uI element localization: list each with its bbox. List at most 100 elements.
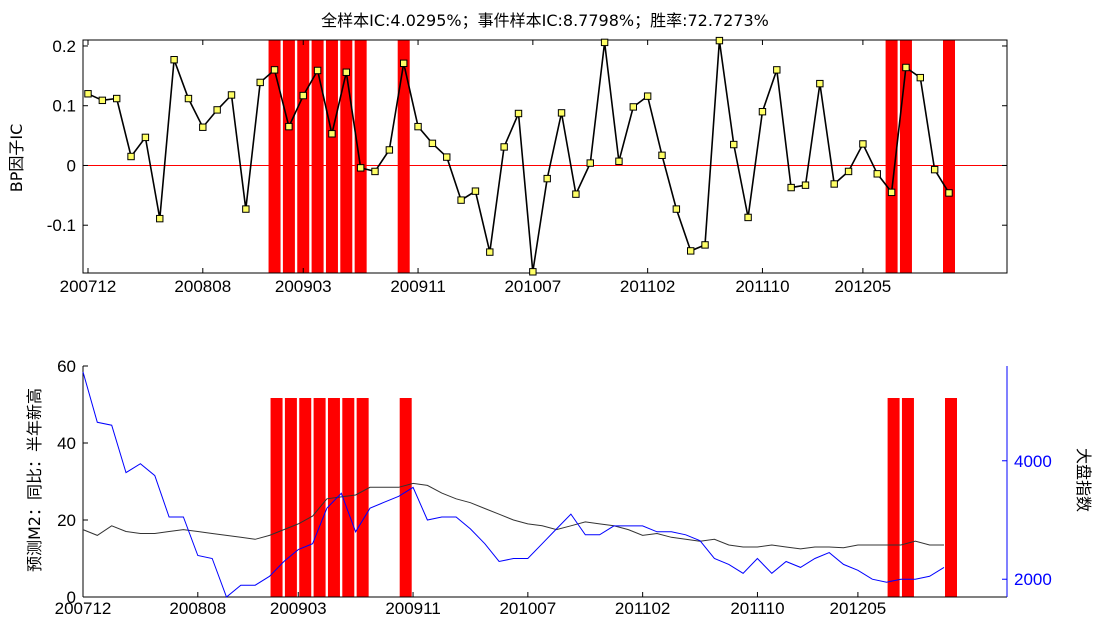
y-tick-label: 20 <box>57 511 76 530</box>
x-tick-label: 200903 <box>270 599 327 618</box>
highlight-bar <box>399 398 412 597</box>
x-tick-label: 201110 <box>730 599 784 618</box>
y-tick-label: 40 <box>57 434 76 453</box>
highlight-bar <box>311 40 324 273</box>
data-point <box>256 78 264 87</box>
data-point <box>916 73 924 82</box>
data-point <box>457 196 465 204</box>
data-point <box>414 122 422 131</box>
highlight-bar <box>943 40 955 273</box>
highlight-bar <box>354 40 367 273</box>
event-highlight-bars <box>270 398 957 597</box>
highlight-bar <box>325 40 338 273</box>
data-point <box>328 130 336 138</box>
data-point <box>930 165 939 174</box>
data-point <box>730 140 738 149</box>
x-tick-label: 201205 <box>830 599 887 618</box>
x-tick-label: 201102 <box>615 599 670 618</box>
data-point <box>873 170 881 178</box>
data-point <box>615 157 623 165</box>
highlight-bar <box>340 40 353 273</box>
x-tick-label: 200903 <box>275 277 332 296</box>
highlight-bar <box>270 398 283 597</box>
m2-y-ticks: 0 20 40 60 <box>57 357 88 607</box>
data-point <box>184 94 193 103</box>
data-point <box>199 123 207 131</box>
data-point <box>84 90 92 98</box>
data-point <box>371 167 379 176</box>
data-point <box>113 94 121 103</box>
x-tick-label: 201110 <box>735 277 789 296</box>
highlight-bar <box>397 40 410 273</box>
y-tick-label: 60 <box>57 357 76 376</box>
y-tick-label: -0.1 <box>47 216 76 235</box>
x-tick-label: 200911 <box>385 599 440 618</box>
data-point <box>98 96 107 105</box>
highlight-bar <box>899 40 912 273</box>
data-point <box>342 68 351 76</box>
highlight-bar <box>342 398 355 597</box>
data-point <box>156 214 164 223</box>
x-tick-label: 200712 <box>60 277 117 296</box>
ic-chart: -0.1 0 0.1 0.2 200712 200808 200903 200911 2010… <box>7 36 1008 296</box>
x-tick-label: 200911 <box>390 277 445 296</box>
y2-tick-label: 4000 <box>1014 452 1052 471</box>
highlight-bar <box>297 40 310 273</box>
data-point <box>428 139 437 148</box>
highlight-bar <box>299 398 312 597</box>
data-point <box>242 205 250 213</box>
data-point <box>887 188 896 197</box>
data-point <box>500 143 508 151</box>
ic-plot-frame <box>82 39 1008 274</box>
ic-y-axis-label: BP因子IC <box>7 124 26 193</box>
data-point <box>299 91 307 100</box>
m2-index-chart: 0 20 40 60 2000 4000 200712 200808 200903 20091… <box>25 357 1093 618</box>
data-point <box>557 109 566 117</box>
data-point <box>600 38 609 47</box>
highlight-bar <box>901 398 914 597</box>
data-point <box>285 122 293 131</box>
data-point <box>945 189 953 197</box>
highlight-bar <box>313 398 326 597</box>
y-tick-label: 0 <box>67 588 76 607</box>
y2-tick-label: 2000 <box>1014 570 1052 589</box>
m2-x-ticks: 200712 200808 200903 200911 201007 201102 2011… <box>55 592 887 618</box>
data-point <box>514 109 523 118</box>
chart-title: 全样本IC:4.0295%；事件样本IC:8.7798%；胜率:72.7273% <box>321 11 769 30</box>
x-tick-label: 201007 <box>499 599 556 618</box>
data-point <box>687 247 695 255</box>
data-point <box>744 213 752 222</box>
data-point <box>701 241 709 249</box>
highlight-bar <box>268 40 281 273</box>
highlight-bar <box>887 398 900 597</box>
ic-series-points <box>84 36 953 276</box>
data-point <box>658 151 666 160</box>
data-point <box>801 181 810 189</box>
highlight-bar <box>945 398 957 597</box>
y-tick-label: 0.1 <box>52 97 76 116</box>
data-point <box>227 91 236 99</box>
data-point <box>629 103 637 111</box>
data-point <box>543 174 551 183</box>
data-point <box>141 133 150 142</box>
data-point <box>356 164 365 172</box>
m2-yoy-series-line <box>82 482 944 550</box>
highlight-bar <box>284 398 297 597</box>
x-tick-label: 200712 <box>55 599 112 618</box>
data-point <box>313 66 322 75</box>
data-point <box>643 92 652 100</box>
data-point <box>443 153 451 161</box>
data-point <box>400 59 408 67</box>
data-point <box>270 66 279 74</box>
data-point <box>471 187 480 195</box>
data-point <box>127 152 135 161</box>
ic-series-line <box>87 40 950 272</box>
data-point <box>486 248 494 256</box>
data-point <box>672 205 681 213</box>
data-point <box>758 107 767 116</box>
data-point <box>902 63 910 72</box>
ic-y-ticks: -0.1 0 0.1 0.2 <box>47 37 1007 235</box>
index-y-axis-label: 大盘指数 <box>1074 448 1093 512</box>
highlight-bar <box>356 398 369 597</box>
